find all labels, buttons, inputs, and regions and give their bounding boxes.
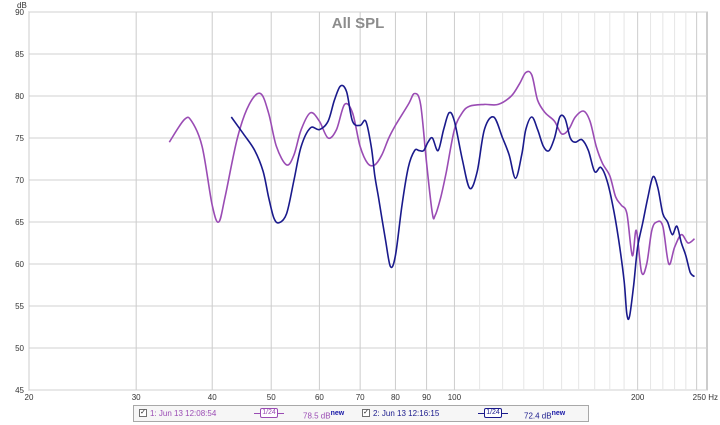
x-tick-label: 20	[25, 393, 34, 402]
x-tick-label: 100	[448, 393, 462, 402]
y-tick-label: 85	[15, 50, 24, 59]
legend-item-measurement-1[interactable]: ✓ 1: Jun 13 12:08:54 1/24 78.5 dBnew	[137, 406, 357, 421]
x-tick-label: 250 Hz	[693, 393, 718, 402]
legend-item-measurement-2[interactable]: ✓ 2: Jun 13 12:16:15 1/24 72.4 dBnew	[360, 406, 586, 421]
measurement-2-level-value: 72.4 dB	[524, 411, 552, 421]
measurement-1-checkbox[interactable]: ✓	[139, 409, 147, 417]
y-tick-label: 60	[15, 260, 24, 269]
y-tick-label: 70	[15, 176, 24, 185]
measurement-2-smoothing-button[interactable]: 1/24	[484, 408, 502, 418]
measurement-2-new-badge: new	[551, 410, 566, 417]
x-tick-label: 200	[631, 393, 645, 402]
y-tick-label: 50	[15, 344, 24, 353]
grid-layer	[28, 11, 708, 391]
x-tick-label: 90	[422, 393, 431, 402]
y-tick-label: 45	[15, 386, 24, 395]
series-line-1	[168, 70, 696, 276]
measurement-1-name: 1: Jun 13 12:08:54	[150, 409, 217, 418]
axis-layer: 45 50 55 60 65 70 75 80 85 90 20 30 40 50 60 70 80 90 100 2…	[15, 8, 718, 402]
y-tick-label: 65	[15, 218, 24, 227]
x-tick-label: 70	[356, 393, 365, 402]
measurement-1-new-badge: new	[330, 410, 345, 417]
x-tick-label: 30	[132, 393, 141, 402]
y-axis-unit-label: dB	[17, 1, 27, 10]
measurement-2-checkbox[interactable]: ✓	[362, 409, 370, 417]
x-tick-label: 80	[391, 393, 400, 402]
series-line-2	[230, 84, 696, 321]
x-tick-label: 60	[315, 393, 324, 402]
y-tick-label: 90	[15, 8, 24, 17]
y-tick-label: 75	[15, 134, 24, 143]
y-tick-label: 80	[15, 92, 24, 101]
x-tick-label: 50	[267, 393, 276, 402]
legend-bar: ✓ 1: Jun 13 12:08:54 1/24 78.5 dBnew ✓ 2…	[133, 405, 589, 422]
measurement-1-level-value: 78.5 dB	[303, 411, 331, 421]
plot-frame	[28, 11, 708, 391]
measurement-1-level: 78.5 dBnew	[303, 406, 344, 424]
measurement-2-name: 2: Jun 13 12:16:15	[373, 409, 440, 418]
chart-title: All SPL	[332, 15, 385, 32]
series-layer	[168, 70, 696, 321]
x-tick-label: 40	[208, 393, 217, 402]
y-tick-label: 55	[15, 302, 24, 311]
measurement-1-smoothing-button[interactable]: 1/24	[260, 408, 278, 418]
measurement-2-level: 72.4 dBnew	[524, 406, 565, 424]
